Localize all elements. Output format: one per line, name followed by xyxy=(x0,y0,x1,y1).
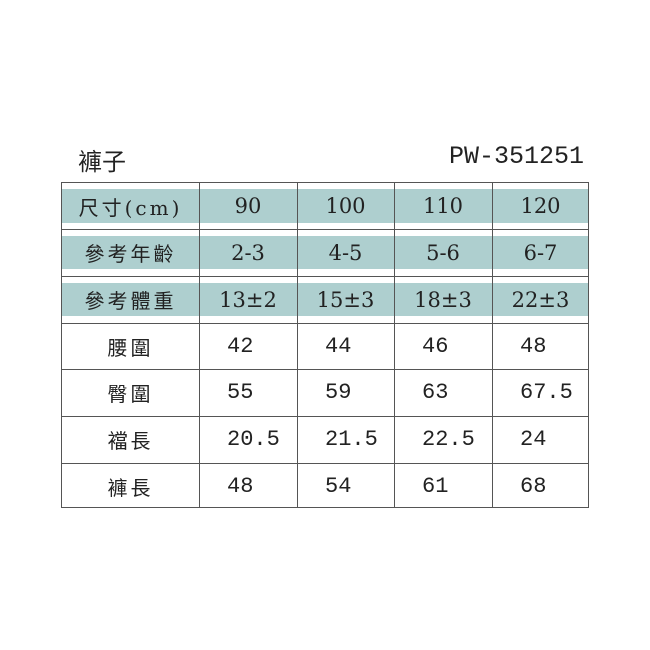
measure-value: 24 xyxy=(520,427,547,452)
column-divider xyxy=(492,183,493,507)
measure-value: 68 xyxy=(520,473,547,499)
measure-value: 42 xyxy=(227,333,254,359)
measure-value: 21.5 xyxy=(325,427,378,452)
measure-value: 46 xyxy=(422,333,449,359)
header-value-age: 6-7 xyxy=(523,240,558,265)
header-label-weight: 參考體重 xyxy=(84,289,177,313)
header-value-age: 2-3 xyxy=(231,240,265,265)
measure-value: 59 xyxy=(325,380,352,405)
row-divider xyxy=(62,276,588,277)
header-value-weight: 18±3 xyxy=(414,287,472,312)
header-value-weight: 22±3 xyxy=(511,287,570,312)
header-value-size: 90 xyxy=(234,194,262,218)
column-divider xyxy=(297,183,298,507)
measure-label: 腰圍 xyxy=(107,335,154,360)
header-value-size: 100 xyxy=(325,194,366,218)
header-label-size: 尺寸(cm) xyxy=(78,195,183,220)
header-value-age: 4-5 xyxy=(328,240,363,265)
measure-label: 褲長 xyxy=(107,475,154,500)
row-divider xyxy=(62,323,588,324)
header-band xyxy=(62,236,588,269)
measure-value: 63 xyxy=(422,380,449,405)
measure-value: 54 xyxy=(325,473,352,499)
header-value-size: 110 xyxy=(422,194,464,218)
measure-value: 55 xyxy=(227,380,254,405)
row-divider xyxy=(62,369,588,370)
header-value-size: 120 xyxy=(520,194,561,218)
header-label-age: 參考年齡 xyxy=(84,242,177,266)
column-divider xyxy=(199,183,200,507)
row-divider xyxy=(62,229,588,230)
product-title: 褲子 xyxy=(78,148,126,176)
measure-value: 61 xyxy=(422,473,449,499)
product-code: PW-351251 xyxy=(448,142,584,171)
header-band xyxy=(62,189,588,223)
measure-value: 67.5 xyxy=(520,380,573,405)
measure-label: 襠長 xyxy=(107,429,154,453)
measure-value: 20.5 xyxy=(227,427,280,452)
row-divider xyxy=(62,463,588,464)
header-value-weight: 15±3 xyxy=(316,287,375,312)
measure-value: 44 xyxy=(325,333,352,359)
header-value-weight: 13±2 xyxy=(219,287,277,312)
measure-value: 48 xyxy=(520,333,547,359)
column-divider xyxy=(394,183,395,507)
row-divider xyxy=(62,416,588,417)
measure-label: 臀圍 xyxy=(107,382,154,406)
size-chart-table: 尺寸(cm) 90 100 110 120 參考年齡 2-3 4-5 5-6 6-7 參考體重 13±… xyxy=(61,182,589,508)
header-band xyxy=(62,283,588,316)
measure-value: 48 xyxy=(227,473,254,499)
header-value-age: 5-6 xyxy=(426,240,460,265)
measure-value: 22.5 xyxy=(422,427,475,452)
